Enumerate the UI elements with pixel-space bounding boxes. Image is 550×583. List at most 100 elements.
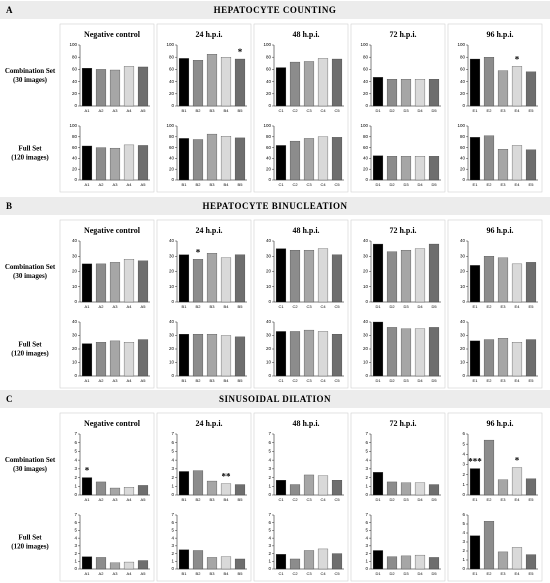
x-tick-label: E2 [487,304,493,309]
y-tick-label: 6 [268,440,271,445]
x-tick-label: C2 [292,378,298,383]
y-tick-label: 0 [365,103,368,108]
x-tick-label: B5 [238,497,244,502]
x-tick-label: C4 [320,108,326,113]
bar [192,259,204,303]
y-tick-label: 3 [171,466,174,471]
bar [206,54,218,107]
x-tick-label: C5 [334,571,340,576]
panel [253,412,349,582]
y-tick-label: 5 [268,449,271,454]
y-tick-label: 6 [74,520,77,525]
x-tick-label: E1 [473,182,479,187]
y-tick-label: 30 [72,253,78,258]
y-tick-label: 10 [460,284,466,289]
y-tick-label: 20 [363,269,369,274]
y-tick-label: 100 [166,42,174,47]
y-tick-label: 100 [263,42,271,47]
bar [289,249,301,303]
y-tick-label: 60 [460,67,466,72]
bar [109,340,121,377]
bar [137,260,149,303]
significance-mark: *** [468,457,482,467]
bar [511,547,523,570]
x-tick-label: E3 [501,571,507,576]
bar [137,485,149,496]
bar [469,58,481,107]
y-tick-label: 1 [74,558,77,563]
y-tick-label: 4 [268,535,271,540]
x-tick-label: D1 [375,378,381,383]
column-header: 96 h.p.i. [486,419,513,428]
x-tick-label: D1 [375,304,381,309]
bar [206,133,218,181]
bar [123,259,135,303]
bar [81,145,93,181]
x-tick-label: A4 [127,304,133,309]
bar [386,556,398,570]
bar [386,251,398,303]
x-tick-label: A1 [85,304,91,309]
y-tick-label: 40 [72,238,78,243]
y-tick-label: 2 [462,472,465,477]
x-tick-label: B2 [196,304,202,309]
x-tick-label: A5 [141,378,147,383]
x-tick-label: C4 [320,304,326,309]
y-tick-label: 40 [363,79,369,84]
y-tick-label: 4 [74,535,77,540]
y-tick-label: 20 [266,166,272,171]
x-tick-label: A4 [127,378,133,383]
bar [109,487,121,496]
x-tick-label: A1 [85,497,91,502]
y-tick-label: 20 [169,346,175,351]
bar [331,254,343,303]
y-tick-label: 0 [74,373,77,378]
x-tick-label: C1 [278,182,284,187]
y-tick-label: 100 [360,42,368,47]
y-tick-label: 80 [72,54,78,59]
bar [400,249,412,303]
x-tick-label: E3 [501,182,507,187]
bar [331,333,343,377]
y-tick-label: 20 [363,346,369,351]
significance-mark: * [85,466,90,476]
y-tick-label: 4 [462,452,465,457]
y-tick-label: 30 [169,253,175,258]
bar [483,135,495,181]
x-tick-label: E2 [487,378,493,383]
bar [511,467,523,496]
y-tick-label: 80 [363,54,369,59]
bar [497,70,509,107]
y-tick-label: 40 [72,79,78,84]
x-tick-label: B4 [224,571,230,576]
column-header: Negative control [84,30,141,39]
x-tick-label: E5 [529,497,535,502]
y-tick-label: 0 [171,103,174,108]
bar [220,57,232,107]
y-tick-label: 60 [169,67,175,72]
bar [192,333,204,377]
y-tick-label: 3 [365,543,368,548]
x-tick-label: A1 [85,378,91,383]
bar [234,484,246,496]
bar [289,140,301,181]
y-tick-label: 30 [266,253,272,258]
y-tick-label: 1 [365,558,368,563]
x-tick-label: A5 [141,497,147,502]
y-tick-label: 1 [268,558,271,563]
y-tick-label: 20 [460,91,466,96]
bar [386,79,398,107]
bar [372,550,384,570]
y-tick-label: 40 [363,319,369,324]
column-header: 72 h.p.i. [389,226,416,235]
y-tick-label: 4 [171,457,174,462]
bar [469,137,481,181]
y-tick-label: 0 [171,492,174,497]
y-tick-label: 7 [365,512,368,517]
row-label: (120 images) [11,154,49,162]
bar [497,257,509,303]
panel [447,412,543,582]
bar [511,145,523,181]
column-header: 24 h.p.i. [195,226,222,235]
y-tick-label: 20 [72,269,78,274]
